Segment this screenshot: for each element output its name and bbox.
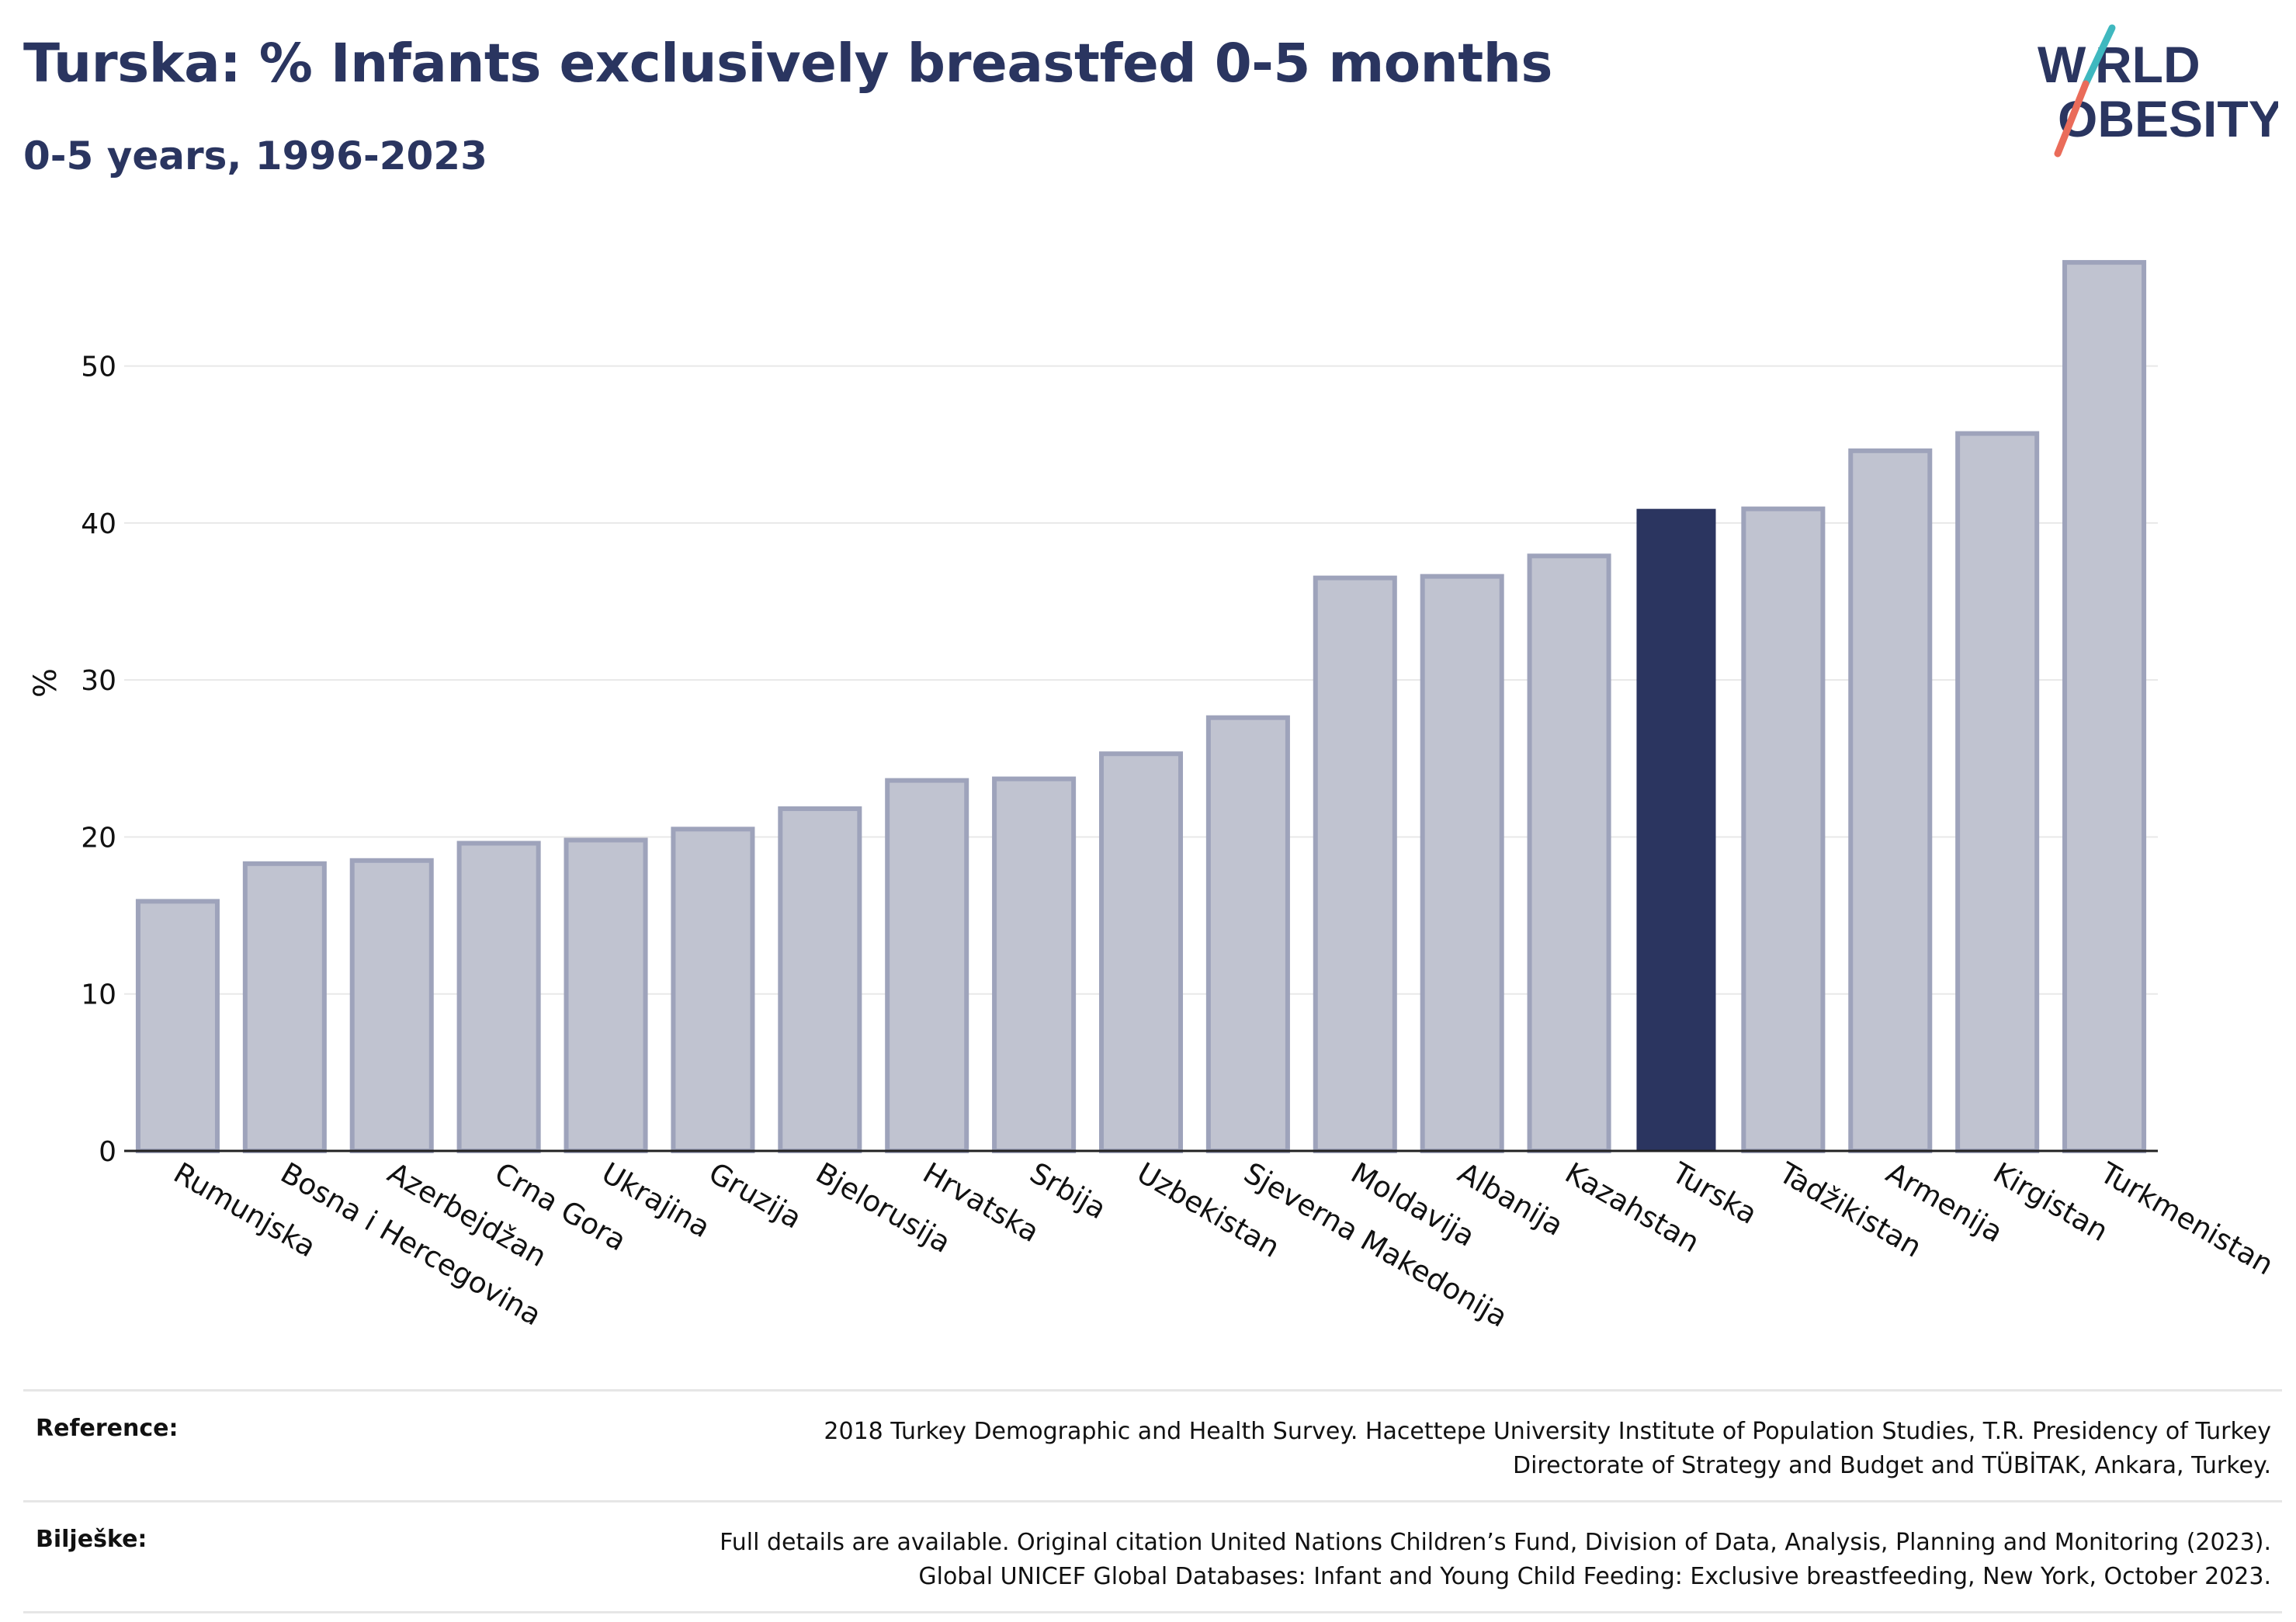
- bar-bjelorusija: [778, 806, 862, 1153]
- reference-label: Reference:: [36, 1415, 179, 1442]
- reference-line: Directorate of Strategy and Budget and T…: [1513, 1452, 2271, 1479]
- bar-sjeverna-makedonija: [1205, 715, 1290, 1153]
- bar-turkmenistan: [2062, 260, 2147, 1154]
- bar-moldavija: [1313, 575, 1397, 1153]
- bar-ukrajina: [564, 837, 648, 1154]
- chart-subtitle: 0-5 years, 1996-2023: [23, 133, 487, 178]
- bar-albanija: [1420, 574, 1504, 1153]
- bar-turska: [1636, 508, 1716, 1151]
- y-tick-label: 40: [81, 508, 116, 540]
- bar-hrvatska: [885, 778, 969, 1153]
- notes-label: Bilješke:: [36, 1526, 147, 1553]
- y-tick-label: 20: [81, 822, 116, 854]
- x-tick-label: Kirgistan: [1988, 1156, 2114, 1249]
- y-tick-label: 0: [99, 1136, 116, 1168]
- notes-text: Full details are available. Original cit…: [36, 1526, 2271, 1594]
- bar-kirgistan: [1955, 431, 2040, 1153]
- world-obesity-logo: W RLD OBESITY: [2038, 24, 2278, 158]
- reference-line: 2018 Turkey Demographic and Health Surve…: [824, 1418, 2271, 1445]
- bar-armenija: [1848, 448, 1933, 1153]
- logo-text-rld: RLD: [2095, 36, 2201, 93]
- y-tick-label: 10: [81, 979, 116, 1011]
- notes-line: Full details are available. Original cit…: [720, 1529, 2271, 1556]
- bar-kazahstan: [1527, 553, 1611, 1153]
- bar-gruzija: [671, 827, 755, 1154]
- notes-row: Bilješke: Full details are available. Or…: [23, 1500, 2282, 1613]
- logo-slash-coral: [2054, 80, 2090, 158]
- footer: Reference: 2018 Turkey Demographic and H…: [23, 1389, 2282, 1613]
- logo-slash-teal: [2082, 24, 2116, 88]
- y-axis-ticks: 0 10 20 30 40 50: [81, 352, 116, 1168]
- bar-srbija: [992, 776, 1077, 1153]
- logo-text-obesity: OBESITY: [2058, 90, 2278, 147]
- bar-crna-gora: [456, 840, 541, 1153]
- x-tick-label: Turkmenistan: [2094, 1156, 2279, 1281]
- logo-text-w: W: [2038, 36, 2086, 93]
- bar-tad-ikistan: [1741, 506, 1826, 1153]
- bar-bosna-i-hercegovina: [242, 861, 327, 1153]
- y-axis-title: %: [28, 668, 64, 698]
- x-tick-label: Gruzija: [703, 1156, 807, 1236]
- y-tick-label: 30: [81, 665, 116, 697]
- y-tick-label: 50: [81, 352, 116, 383]
- notes-line: Global UNICEF Global Databases: Infant a…: [918, 1563, 2271, 1590]
- bar-rumunjska: [135, 899, 220, 1153]
- chart-title: Turska: % Infants exclusively breastfed …: [23, 33, 1552, 95]
- bar-azerbejd-an: [349, 858, 434, 1154]
- bar-uzbekistan: [1098, 751, 1184, 1153]
- bars: [135, 260, 2147, 1154]
- reference-row: Reference: 2018 Turkey Demographic and H…: [23, 1389, 2282, 1500]
- reference-text: 2018 Turkey Demographic and Health Surve…: [36, 1415, 2271, 1483]
